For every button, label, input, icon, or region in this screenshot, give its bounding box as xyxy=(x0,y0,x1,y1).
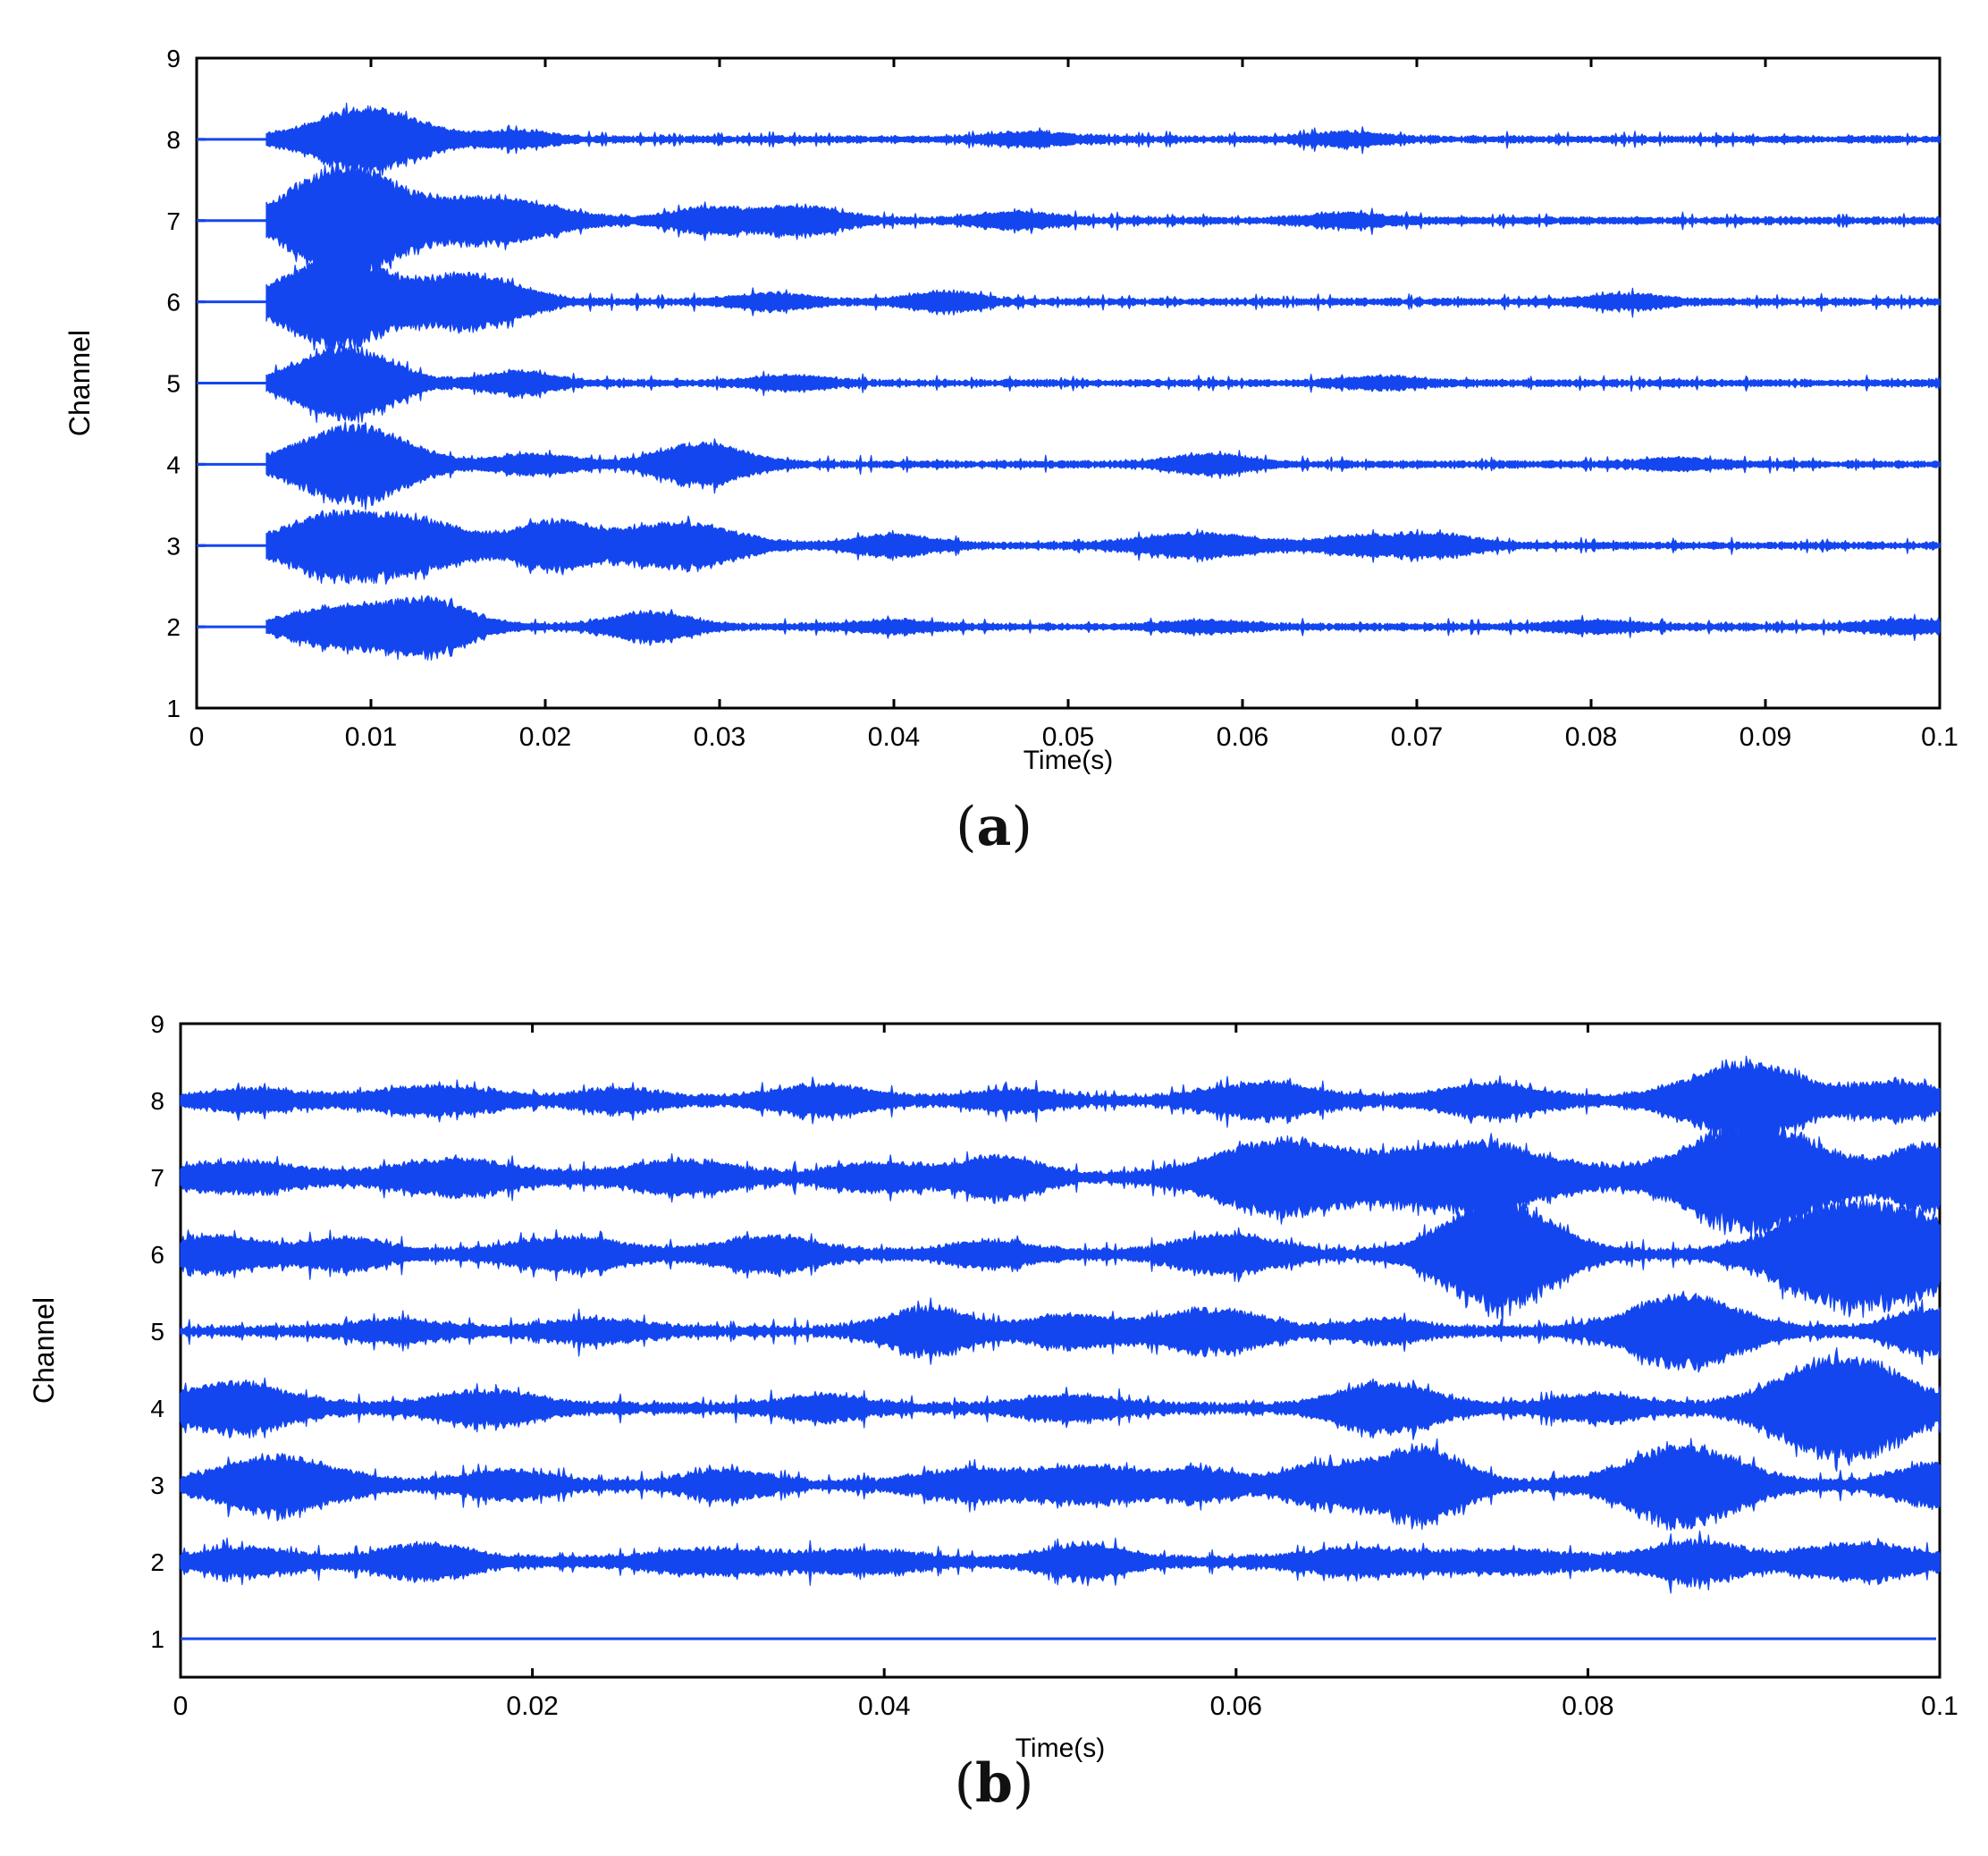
y-tick-label: 4 xyxy=(150,1395,164,1422)
y-tick-label: 2 xyxy=(150,1548,164,1576)
y-tick-label: 4 xyxy=(166,451,181,478)
x-tick-label: 0.06 xyxy=(1217,722,1268,752)
chart-panel-b: 1 2 3 4 5 6 7 8 9 0 0.02 0.04 0.06 0.08 0.1 Time(s) Chan… xyxy=(0,939,1988,1856)
x-tick-label: 0.04 xyxy=(858,1691,910,1721)
y-tick-label: 2 xyxy=(166,613,181,641)
x-axis-label: Time(s) xyxy=(1015,1734,1106,1763)
x-tick-label: 0.1 xyxy=(1921,722,1959,752)
x-tick-label: 0.01 xyxy=(345,722,397,752)
channel-2-waveform xyxy=(265,595,1941,661)
channel-5-waveform xyxy=(180,1290,1941,1373)
x-tick-label: 0 xyxy=(190,722,205,752)
channel-6-waveform xyxy=(180,1189,1941,1326)
channel-7-waveform xyxy=(265,161,1941,287)
x-tick-label: 0.02 xyxy=(506,1691,558,1721)
y-tick-label: 3 xyxy=(150,1472,164,1499)
y-tick-label: 5 xyxy=(150,1318,164,1346)
channel-8-waveform xyxy=(265,102,1941,180)
y-tick-label: 1 xyxy=(150,1625,164,1653)
channel-4-waveform xyxy=(265,421,1941,510)
channel-2-waveform xyxy=(180,1530,1941,1594)
x-tick-label: 0.02 xyxy=(519,722,571,752)
caption-a: (a) xyxy=(956,796,1032,858)
y-tick-label: 9 xyxy=(150,1010,164,1038)
x-tick-label: 0.04 xyxy=(868,722,920,752)
y-tick-label: 9 xyxy=(166,45,181,72)
channel-4-waveform xyxy=(180,1346,1941,1472)
y-tick-label: 6 xyxy=(166,289,181,316)
channel-8-waveform xyxy=(180,1055,1941,1146)
y-axis-label: Channel xyxy=(63,330,96,436)
waveform-chart-b: 1 2 3 4 5 6 7 8 9 0 0.02 0.04 0.06 0.08 0.1 Time(s) Chan… xyxy=(28,1010,1959,1763)
x-tick-label: 0 xyxy=(173,1691,189,1721)
caption-b: (b) xyxy=(954,1752,1034,1815)
channel-3-waveform xyxy=(180,1438,1941,1531)
x-tick-label: 0.07 xyxy=(1391,722,1443,752)
y-tick-label: 6 xyxy=(150,1241,164,1269)
y-tick-label: 8 xyxy=(166,126,181,154)
y-tick-label: 3 xyxy=(166,532,181,560)
y-tick-label: 7 xyxy=(166,207,181,235)
y-tick-label: 7 xyxy=(150,1164,164,1192)
y-tick-label: 1 xyxy=(166,695,181,722)
channel-7-waveform xyxy=(180,1119,1941,1238)
x-axis-label: Time(s) xyxy=(1023,746,1114,775)
channel-6-waveform xyxy=(265,249,1941,362)
x-tick-label: 0.08 xyxy=(1565,722,1617,752)
x-tick-label: 0.08 xyxy=(1562,1691,1613,1721)
x-tick-label: 0.06 xyxy=(1210,1691,1262,1721)
waveform-chart-a: 1 2 3 4 5 6 7 8 9 0 0.01 0.02 0.03 0.04 0.05 0.06 0.07 0.… xyxy=(63,45,1959,775)
x-tick-label: 0.1 xyxy=(1921,1691,1959,1721)
x-tick-label: 0.03 xyxy=(694,722,746,752)
channel-3-waveform xyxy=(265,509,1941,585)
y-tick-label: 8 xyxy=(150,1087,164,1115)
y-axis-label: Channel xyxy=(28,1297,60,1404)
y-tick-label: 5 xyxy=(166,370,181,398)
x-tick-label: 0.05 xyxy=(1042,722,1094,752)
chart-panel-a: 1 2 3 4 5 6 7 8 9 0 0.01 0.02 0.03 0.04 0.05 0.06 0.07 0.… xyxy=(0,0,1988,894)
channel-5-waveform xyxy=(265,342,1941,424)
x-tick-label: 0.09 xyxy=(1740,722,1791,752)
